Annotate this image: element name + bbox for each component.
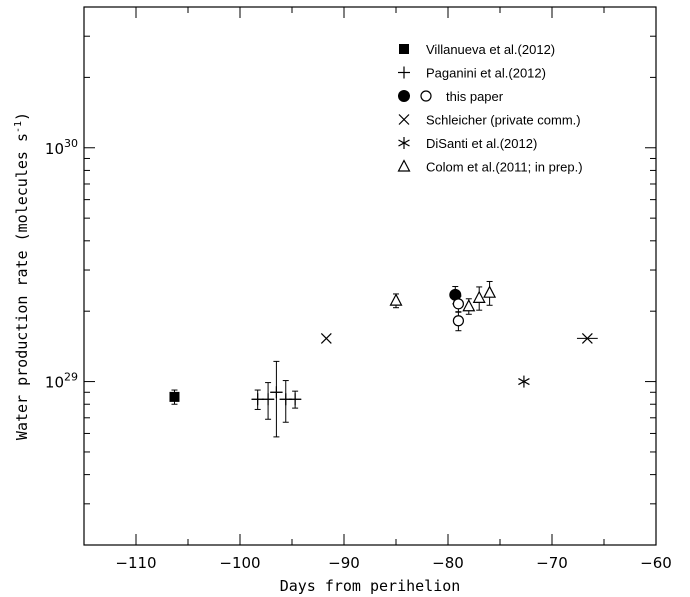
cross-marker-b [320, 332, 332, 344]
legend-item: Schleicher (private comm.) [398, 113, 581, 128]
legend-item: Paganini et al.(2012) [398, 66, 546, 81]
open-circle-marker [452, 315, 464, 327]
triangle-marker [462, 298, 476, 312]
x-tick-label: −70 [536, 554, 568, 572]
series-plus [251, 360, 302, 438]
x-tick-label: −100 [219, 554, 260, 572]
plot-frame [83, 6, 657, 546]
legend-label: DiSanti et al.(2012) [426, 136, 537, 151]
legend-marker [398, 137, 410, 149]
cross-marker-b [398, 114, 410, 125]
legend-marker [399, 44, 409, 54]
data-point [462, 298, 476, 312]
triangle-marker [389, 293, 403, 306]
y-tick-label-base: 10 [45, 374, 64, 392]
x-tick-label: −60 [640, 554, 672, 572]
y-tick-label-exponent: 29 [64, 371, 78, 384]
data-point [452, 315, 464, 327]
series-star [518, 375, 530, 388]
legend-item: Villanueva et al.(2012) [399, 42, 555, 57]
y-axis-label: Water production rate (molecules s-1) [13, 112, 31, 440]
data-point [262, 393, 275, 406]
data-points [169, 280, 598, 438]
legend-item: this paper [398, 89, 504, 104]
legend-label: Villanueva et al.(2012) [426, 42, 555, 57]
cross-marker-b [581, 332, 593, 344]
y-axis-label-sup: -1 [13, 121, 24, 133]
star-marker-b [398, 139, 410, 147]
series-filled-square [169, 389, 180, 405]
legend-marker [398, 66, 410, 79]
filled-circle-marker [398, 90, 410, 102]
triangle-marker [483, 285, 497, 298]
legend: Villanueva et al.(2012) Paganini et al.(2… [397, 42, 583, 175]
x-axis-label: Days from perihelion [280, 577, 461, 595]
y-axis-label-main: Water production rate (molecules s [13, 133, 31, 440]
open-circle-marker [420, 90, 432, 102]
legend-label: this paper [446, 89, 504, 104]
star-marker-b [518, 378, 530, 386]
legend-marker [398, 114, 410, 125]
data-point [169, 391, 180, 402]
data-point [581, 332, 593, 344]
legend-marker [420, 90, 432, 102]
x-tick-label: −90 [328, 554, 360, 572]
legend-label: Colom et al.(2011; in prep.) [426, 160, 583, 175]
data-point [289, 393, 302, 406]
legend-item: DiSanti et al.(2012) [398, 136, 537, 151]
x-tick-label: −80 [432, 554, 464, 572]
legend-marker [397, 159, 411, 172]
square-marker [169, 391, 180, 402]
series-open-triangle [389, 280, 497, 315]
data-point [389, 293, 403, 306]
y-tick-label-base: 10 [45, 140, 64, 158]
triangle-marker [472, 290, 486, 303]
data-point [251, 393, 264, 406]
series-cross [320, 332, 598, 344]
legend-marker [398, 90, 410, 102]
data-point [452, 298, 464, 310]
y-axis-label-close: ) [13, 112, 31, 121]
data-point [483, 285, 497, 298]
data-point [270, 386, 283, 399]
data-point [320, 332, 332, 344]
data-point [518, 375, 530, 388]
y-tick-label: 1030 [45, 137, 78, 158]
axis-ticks [83, 6, 657, 546]
y-tick-label-exponent: 30 [64, 137, 78, 150]
triangle-marker [397, 159, 411, 172]
data-point [472, 290, 486, 303]
square-marker [399, 44, 409, 54]
y-tick-label: 1029 [45, 371, 78, 392]
x-tick-label: −110 [115, 554, 156, 572]
legend-item: Colom et al.(2011; in prep.) [397, 159, 583, 175]
series-open-circle [452, 295, 464, 332]
legend-label: Schleicher (private comm.) [426, 113, 581, 128]
open-circle-marker [452, 298, 464, 310]
legend-label: Paganini et al.(2012) [426, 66, 546, 81]
